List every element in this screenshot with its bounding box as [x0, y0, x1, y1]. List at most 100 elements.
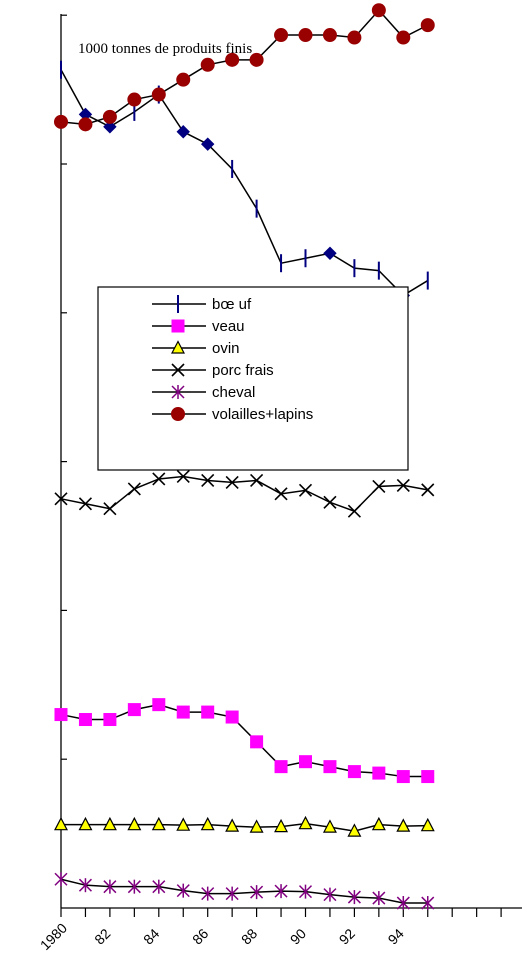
data-point — [225, 52, 240, 67]
data-point — [103, 713, 117, 727]
data-point — [249, 819, 264, 833]
data-point — [323, 246, 337, 260]
data-point — [78, 713, 92, 727]
legend-item: bœ uf — [152, 295, 252, 313]
data-point — [421, 770, 435, 784]
data-point — [127, 482, 141, 496]
series-porc-frais — [54, 469, 435, 518]
data-point — [347, 765, 361, 779]
data-point — [274, 28, 289, 43]
data-point — [274, 487, 288, 501]
legend-items: bœ uf veau ovin porc frais cheval volailles+l… — [152, 295, 313, 423]
data-point — [103, 879, 117, 894]
legend-item: volailles+lapins — [152, 406, 313, 423]
data-point — [176, 125, 190, 139]
x-tick-label: 94 — [385, 925, 407, 947]
data-point — [200, 137, 215, 151]
data-point — [54, 114, 68, 129]
series-line-volailles-lapins — [60, 9, 429, 126]
data-point — [54, 492, 68, 506]
legend-item: porc frais — [152, 362, 274, 379]
chart-title: 1000 tonnes de produits finis — [78, 41, 252, 57]
data-point — [102, 816, 117, 831]
data-point — [347, 30, 362, 45]
data-point — [323, 760, 337, 774]
x-tick-label: 84 — [140, 925, 162, 947]
data-point — [201, 705, 215, 719]
data-point — [372, 766, 386, 780]
data-point — [201, 473, 215, 488]
data-point — [323, 887, 337, 902]
x-axis-tick-labels: 1980 82 84 86 88 90 92 94 — [37, 920, 407, 953]
data-point — [396, 770, 410, 784]
legend-label: veau — [212, 318, 245, 335]
data-point — [103, 502, 117, 516]
data-point — [347, 890, 361, 905]
series-line-veau — [60, 703, 428, 778]
data-point — [421, 896, 435, 911]
data-point — [152, 879, 166, 894]
data-point — [396, 896, 410, 911]
data-point — [249, 52, 264, 67]
data-point — [102, 109, 117, 124]
data-point — [201, 886, 215, 901]
legend: bœ uf veau ovin porc frais cheval volailles+l… — [97, 286, 409, 471]
legend-item: ovin — [152, 340, 240, 357]
data-point — [299, 755, 312, 769]
data-point — [371, 3, 386, 18]
data-point — [225, 710, 239, 724]
series-volailles-lapins — [54, 3, 435, 132]
y-axis-ticks — [61, 14, 67, 760]
data-point — [347, 504, 361, 518]
data-point — [127, 879, 141, 894]
data-point — [420, 18, 435, 33]
series-line-b-uf — [60, 69, 429, 297]
data-point — [152, 698, 166, 712]
legend-marker — [171, 319, 185, 333]
data-point — [372, 891, 386, 906]
data-point — [225, 818, 240, 832]
legend-item: veau — [152, 318, 245, 335]
data-point — [54, 708, 68, 722]
data-point — [421, 483, 435, 497]
series-line-porc-frais — [60, 475, 428, 513]
data-point — [298, 884, 313, 899]
data-point — [152, 472, 166, 486]
data-point — [322, 819, 337, 833]
data-point — [78, 878, 92, 893]
data-point — [151, 87, 166, 102]
data-point — [225, 886, 239, 901]
legend-label: ovin — [212, 340, 240, 357]
legend-marker — [171, 385, 185, 399]
data-point — [78, 497, 93, 511]
legend-label: bœ uf — [212, 296, 252, 313]
legend-marker — [171, 407, 185, 421]
data-point — [274, 818, 289, 833]
x-tick-label: 1980 — [37, 920, 70, 953]
data-point — [347, 823, 362, 837]
data-point — [298, 815, 313, 830]
data-point — [78, 117, 93, 132]
x-tick-label: 92 — [336, 925, 358, 947]
data-point — [274, 884, 288, 899]
data-point — [396, 30, 411, 45]
data-point — [298, 28, 313, 43]
x-tick-label: 86 — [189, 925, 211, 947]
data-point — [250, 885, 264, 900]
data-point — [274, 760, 288, 774]
data-point — [176, 705, 190, 719]
data-point — [54, 872, 68, 887]
data-point — [78, 816, 93, 831]
data-point — [127, 816, 142, 831]
data-point — [323, 495, 337, 509]
legend-box — [97, 286, 409, 471]
data-point — [298, 483, 313, 497]
data-point — [225, 475, 239, 489]
data-point — [176, 469, 190, 484]
series-line-ovin — [61, 822, 428, 832]
series-ovin — [54, 815, 435, 837]
data-point — [200, 816, 215, 831]
legend-marker — [171, 340, 185, 354]
data-point — [371, 816, 386, 831]
